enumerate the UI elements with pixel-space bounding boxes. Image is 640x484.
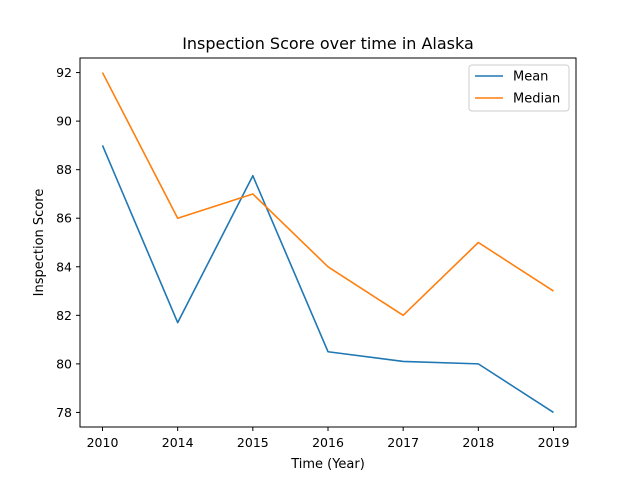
- legend-entry: Median: [513, 92, 560, 107]
- series-line-mean: [101, 145, 554, 414]
- y-tick-label: 82: [56, 308, 72, 323]
- y-axis-label: Inspection Score: [32, 189, 47, 297]
- y-tick-label: 86: [56, 211, 72, 226]
- y-tick-label: 88: [56, 162, 72, 177]
- series-line-median: [101, 72, 554, 317]
- y-tick-label: 78: [56, 405, 72, 420]
- y-tick-label: 92: [56, 65, 72, 80]
- legend-entry: Mean: [513, 70, 548, 85]
- legend: Mean Median: [468, 64, 570, 112]
- x-tick-label: 2010: [87, 435, 119, 450]
- x-tick-label: 2019: [538, 435, 570, 450]
- y-tick-label: 80: [56, 356, 72, 371]
- x-axis-label: Time (Year): [290, 457, 365, 472]
- chart-title: Inspection Score over time in Alaska: [182, 34, 474, 53]
- x-tick-label: 2016: [312, 435, 344, 450]
- series-lines: [101, 72, 554, 414]
- x-tick-label: 2017: [387, 435, 419, 450]
- x-tick-label: 2015: [237, 435, 269, 450]
- plot-area: [80, 58, 576, 427]
- y-tick-label: 84: [56, 259, 72, 274]
- plot-frame: [79, 57, 577, 428]
- x-tick-label: 2014: [162, 435, 194, 450]
- x-tick-label: 2018: [462, 435, 494, 450]
- y-tick-label: 90: [56, 114, 72, 129]
- axis-ticks: 2010 2014 2015 2016 2017 2018 2019 78 80 82 84 86 88…: [56, 65, 569, 450]
